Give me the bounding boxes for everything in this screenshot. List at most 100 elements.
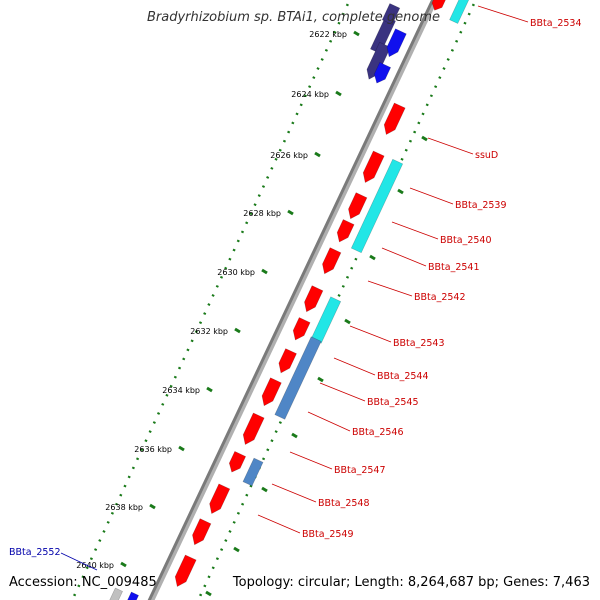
tick-mark <box>353 30 360 37</box>
gene-cds-red-12 <box>209 483 231 515</box>
gene-label-leader <box>319 382 366 402</box>
gene-cds-red-1 <box>383 102 406 135</box>
tick-label: 2632 kbp <box>190 327 228 336</box>
gene-label-group: BBta_2534 ssuD BBta_2539 BBta_2540 BBta_2541… <box>9 5 582 571</box>
accession-text: Accession: NC_009485 <box>9 575 157 590</box>
gene-cds-red-3 <box>348 192 368 220</box>
gene-arrow-shape <box>336 219 355 243</box>
tick-label: 2634 kbp <box>162 386 200 395</box>
gene-label-left: BBta_2552 <box>9 547 61 558</box>
gene-label-leader <box>349 325 392 343</box>
gene-arrow-shape <box>174 554 197 587</box>
map-title: Bradyrhizobium sp. BTAi1, complete genom… <box>147 10 440 25</box>
gene-cds-red-13 <box>192 518 212 546</box>
gene-label-leader <box>60 552 98 571</box>
gene-label-leader <box>391 221 439 240</box>
gene-cds-red-8 <box>278 348 297 374</box>
tick-mark <box>261 268 268 275</box>
feature-dash <box>233 546 240 553</box>
track-guides <box>70 0 478 600</box>
gene-arrow-shape <box>242 412 265 445</box>
gene-label-right: BBta_2543 <box>393 338 445 349</box>
tick-mark <box>178 445 185 452</box>
gene-arrow-shape <box>322 247 342 275</box>
gene-steelblue-block-2 <box>242 457 264 487</box>
feature-dash <box>421 135 428 142</box>
gene-cds-red-5 <box>322 247 342 275</box>
feature-dash <box>317 376 324 383</box>
gene-arrow-shape <box>278 348 297 374</box>
gene-red-top <box>431 0 447 11</box>
gene-block-shape <box>381 3 401 25</box>
gene-label-right: BBta_2540 <box>440 235 492 246</box>
gene-arrow-shape <box>292 317 311 341</box>
tick-mark <box>335 90 342 97</box>
gene-cds-red-14 <box>174 554 197 587</box>
gene-cds-red-4 <box>336 219 355 243</box>
gene-block-shape <box>125 591 139 600</box>
feature-dash <box>397 188 404 195</box>
gene-cyan-top <box>449 0 471 24</box>
gene-steelblue-block-1 <box>274 336 322 420</box>
gene-blue-arrow-2 <box>373 62 392 84</box>
gene-cds-red-11 <box>228 451 247 473</box>
gene-arrow-shape <box>228 451 247 473</box>
gene-label-right: BBta_2539 <box>455 200 507 211</box>
gene-arrow-shape <box>209 483 231 515</box>
gene-label-leader <box>409 187 454 205</box>
gene-label-leader <box>289 451 333 470</box>
gene-label-right: BBta_2548 <box>318 498 370 509</box>
kbp-tick-marks: 2622 kbp 2624 kbp 2626 kbp 2628 kbp 2630 kbp… <box>76 30 360 570</box>
tick-label: 2630 kbp <box>217 268 255 277</box>
gene-label-right: BBta_2546 <box>352 427 404 438</box>
gene-cds-red-9 <box>261 377 282 407</box>
gene-arrow-shape <box>386 28 407 58</box>
gene-label-leader <box>257 514 301 534</box>
feature-dash <box>369 254 376 261</box>
gene-block-shape <box>449 0 471 24</box>
gene-arrow-shape <box>373 62 392 84</box>
gene-block-shape <box>242 457 264 487</box>
gene-block-shape <box>274 336 322 420</box>
gene-label-leader <box>381 247 427 267</box>
gene-arrow-shape <box>431 0 447 11</box>
gene-label-right: BBta_2541 <box>428 262 480 273</box>
gene-cds-red-10 <box>242 412 265 445</box>
gene-grey-bottom <box>109 587 123 600</box>
tick-label: 2628 kbp <box>243 209 281 218</box>
tick-mark <box>120 561 127 568</box>
gene-arrow-shape <box>261 377 282 407</box>
gene-blue-bottom <box>125 591 139 600</box>
gene-label-right: BBta_2545 <box>367 397 419 408</box>
genome-summary-text: Topology: circular; Length: 8,264,687 bp… <box>232 575 590 590</box>
tick-label: 2640 kbp <box>76 561 114 570</box>
backbone-shadow <box>148 0 438 600</box>
gene-label-leader <box>367 280 413 297</box>
tick-mark <box>287 209 294 216</box>
feature-dash <box>205 590 212 597</box>
gene-cds-red-6 <box>304 285 324 313</box>
inner-dotted-guide <box>196 0 478 600</box>
gene-label-right: BBta_2549 <box>302 529 354 540</box>
feature-dash <box>344 318 351 325</box>
gene-arrow-shape <box>383 102 406 135</box>
gene-label-right: BBta_2534 <box>530 18 582 29</box>
feature-dash <box>261 486 268 493</box>
tick-mark <box>206 386 213 393</box>
gene-block-shape <box>350 158 404 254</box>
gene-label-right: ssuD <box>475 150 498 161</box>
gene-label-leader <box>271 483 317 503</box>
gene-label-leader <box>427 137 474 155</box>
tick-label: 2638 kbp <box>105 503 143 512</box>
tick-label: 2622 kbp <box>309 30 347 39</box>
gene-arrow-shape <box>348 192 368 220</box>
gene-label-leader <box>333 357 376 376</box>
gene-label-right: BBta_2544 <box>377 371 429 382</box>
tick-label: 2624 kbp <box>291 90 329 99</box>
genome-backbone <box>147 0 435 600</box>
gene-blue-arrow-1 <box>386 28 407 58</box>
gene-arrow-shape <box>304 285 324 313</box>
feature-dash <box>291 432 298 439</box>
gene-cds-red-2 <box>362 150 385 183</box>
